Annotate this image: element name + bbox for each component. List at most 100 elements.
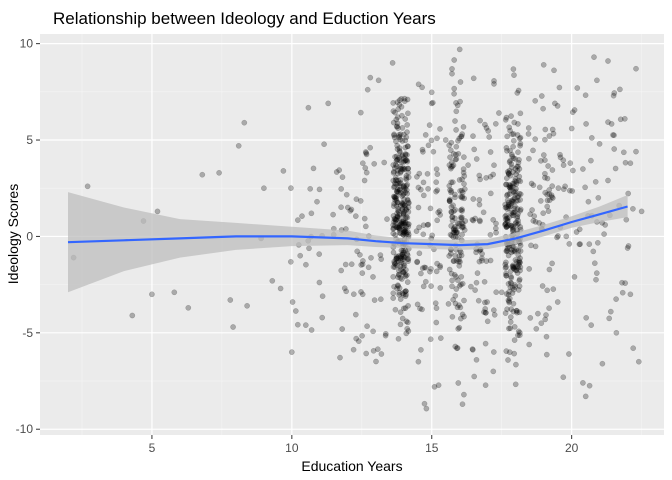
data-point: [505, 199, 512, 206]
data-point: [510, 265, 517, 271]
data-point: [458, 216, 465, 222]
data-point: [498, 289, 505, 296]
confidence-ribbon: [68, 192, 628, 293]
data-point: [456, 135, 463, 142]
data-point: [528, 180, 535, 187]
data-point: [397, 180, 404, 186]
data-point: [510, 180, 516, 187]
data-point: [602, 222, 609, 228]
data-point: [448, 179, 455, 186]
data-point: [396, 157, 403, 163]
data-point: [392, 194, 399, 201]
data-point: [490, 171, 497, 178]
data-point: [507, 314, 514, 320]
data-point: [396, 225, 403, 231]
data-point: [397, 275, 404, 281]
data-point: [517, 191, 524, 198]
data-point: [550, 286, 557, 292]
data-point: [355, 338, 362, 345]
data-point: [611, 146, 618, 152]
data-point: [405, 199, 412, 206]
data-point: [403, 231, 409, 238]
data-point: [458, 281, 464, 288]
data-point: [404, 319, 411, 326]
data-point: [362, 223, 369, 230]
data-point: [511, 180, 517, 187]
data-point: [319, 314, 326, 321]
data-point: [511, 72, 517, 78]
data-point: [394, 186, 401, 193]
data-point: [571, 107, 578, 113]
data-point: [515, 220, 522, 227]
data-point: [507, 185, 514, 191]
data-point: [473, 279, 480, 286]
data-point: [517, 178, 524, 185]
data-point: [492, 225, 499, 232]
data-point: [504, 133, 511, 140]
data-point: [517, 142, 523, 149]
data-point: [610, 92, 617, 99]
data-point: [414, 258, 421, 265]
data-point: [357, 251, 363, 258]
data-point: [482, 121, 488, 128]
data-point: [532, 218, 539, 225]
data-point: [544, 203, 551, 210]
data-point: [434, 260, 440, 267]
data-point: [490, 349, 497, 355]
data-point: [297, 252, 304, 259]
data-point: [397, 176, 404, 183]
data-point: [459, 214, 465, 221]
data-point: [503, 291, 510, 297]
data-point: [504, 169, 511, 175]
data-point: [399, 222, 405, 229]
data-point: [399, 251, 406, 258]
data-point: [393, 224, 400, 231]
data-point: [607, 308, 614, 315]
data-point: [452, 252, 459, 259]
data-point: [393, 123, 400, 130]
data-point: [449, 217, 456, 224]
data-point: [527, 315, 534, 321]
data-point: [514, 263, 521, 270]
data-point: [437, 285, 444, 291]
data-point: [417, 186, 424, 193]
data-point: [359, 291, 366, 298]
data-point: [496, 110, 502, 116]
data-point: [393, 255, 400, 262]
data-point: [506, 191, 513, 197]
data-point: [448, 159, 455, 166]
data-point: [474, 270, 481, 276]
data-point: [289, 299, 296, 305]
data-point: [339, 174, 346, 180]
data-point: [378, 256, 385, 262]
data-point: [393, 188, 400, 195]
data-point: [511, 119, 518, 126]
y-tick-label: -10: [16, 422, 34, 436]
data-point: [452, 227, 459, 234]
data-point: [394, 213, 401, 220]
data-point: [397, 163, 404, 170]
data-point: [503, 224, 510, 231]
data-point: [515, 252, 522, 259]
data-point: [542, 170, 548, 177]
data-point: [504, 223, 511, 229]
data-point: [517, 255, 523, 262]
data-point: [503, 181, 510, 188]
data-point: [397, 321, 404, 328]
data-point: [403, 266, 409, 273]
data-point: [506, 184, 513, 191]
data-point: [477, 176, 483, 183]
data-point: [512, 175, 519, 182]
data-point: [428, 283, 434, 289]
data-point: [525, 125, 532, 131]
data-point: [405, 143, 411, 150]
data-point: [393, 195, 400, 202]
data-point: [546, 305, 552, 312]
data-point: [405, 258, 412, 264]
data-point: [505, 252, 512, 259]
data-point: [591, 54, 597, 60]
data-point: [316, 186, 323, 193]
data-point: [448, 223, 455, 229]
data-point: [510, 137, 517, 144]
data-point: [325, 100, 332, 107]
